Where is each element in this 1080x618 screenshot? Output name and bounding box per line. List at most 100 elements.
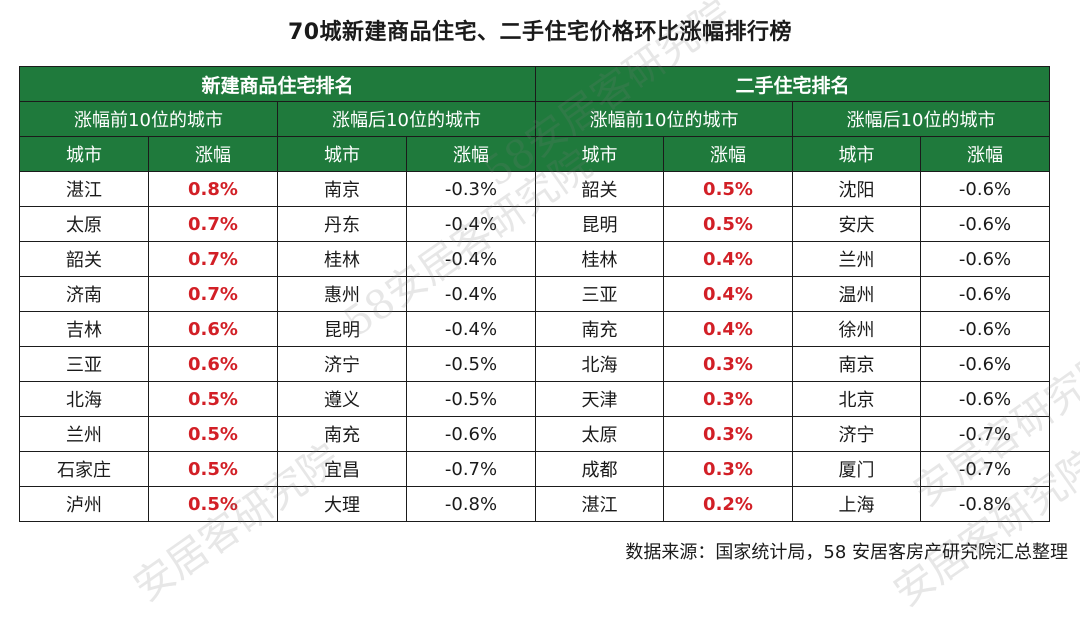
second-top-city: 成都 <box>535 451 665 487</box>
second-top-change: 0.4% <box>663 241 794 277</box>
new-top-change: 0.7% <box>148 241 278 277</box>
second-top-city: 桂林 <box>535 241 665 277</box>
second-bottom-city: 济宁 <box>792 416 922 452</box>
new-bottom-change: -0.6% <box>405 416 537 452</box>
ranking-table: 新建商品住宅排名 二手住宅排名 涨幅前10位的城市 涨幅后10位的城市 涨幅前1… <box>18 66 1051 522</box>
second-top-change: 0.2% <box>663 486 794 522</box>
new-bottom-change: -0.8% <box>405 486 537 522</box>
second-top-city: 三亚 <box>535 276 665 312</box>
second-top-city: 北海 <box>535 346 665 382</box>
new-top-change: 0.5% <box>148 451 278 487</box>
second-bottom-city: 北京 <box>792 381 922 417</box>
new-bottom-change: -0.4% <box>405 206 537 242</box>
column-header-change: 涨幅 <box>148 136 278 172</box>
table-row: 济南 0.7% 惠州 -0.4% 三亚 0.4% 温州 -0.6% <box>19 276 1051 312</box>
table-row: 太原 0.7% 丹东 -0.4% 昆明 0.5% 安庆 -0.6% <box>19 206 1051 242</box>
column-header-city: 城市 <box>792 136 922 172</box>
group-second-bottom10: 涨幅后10位的城市 <box>792 101 1051 137</box>
second-bottom-change: -0.7% <box>920 451 1051 487</box>
new-top-city: 湛江 <box>19 171 149 207</box>
second-bottom-change: -0.6% <box>920 311 1051 347</box>
new-top-change: 0.7% <box>148 276 278 312</box>
second-bottom-change: -0.6% <box>920 346 1051 382</box>
new-bottom-city: 大理 <box>277 486 407 522</box>
group-new-top10: 涨幅前10位的城市 <box>19 101 278 137</box>
new-bottom-city: 桂林 <box>277 241 407 277</box>
second-top-city: 湛江 <box>535 486 665 522</box>
column-header-change: 涨幅 <box>920 136 1051 172</box>
column-header-change: 涨幅 <box>405 136 537 172</box>
new-bottom-change: -0.7% <box>405 451 537 487</box>
column-header-city: 城市 <box>19 136 149 172</box>
new-bottom-city: 济宁 <box>277 346 407 382</box>
new-bottom-change: -0.3% <box>405 171 537 207</box>
second-bottom-change: -0.6% <box>920 381 1051 417</box>
column-header-change: 涨幅 <box>663 136 794 172</box>
second-bottom-city: 厦门 <box>792 451 922 487</box>
new-top-change: 0.5% <box>148 486 278 522</box>
second-top-city: 韶关 <box>535 171 665 207</box>
table-row: 三亚 0.6% 济宁 -0.5% 北海 0.3% 南京 -0.6% <box>19 346 1051 382</box>
second-bottom-change: -0.6% <box>920 171 1051 207</box>
second-top-change: 0.4% <box>663 311 794 347</box>
new-top-change: 0.5% <box>148 416 278 452</box>
new-bottom-city: 南充 <box>277 416 407 452</box>
new-top-city: 济南 <box>19 276 149 312</box>
group-second-top10: 涨幅前10位的城市 <box>535 101 794 137</box>
new-top-change: 0.8% <box>148 171 278 207</box>
new-top-city: 太原 <box>19 206 149 242</box>
data-source-note: 数据来源：国家统计局，58 安居客房产研究院汇总整理 <box>625 542 1068 563</box>
table-row: 兰州 0.5% 南充 -0.6% 太原 0.3% 济宁 -0.7% <box>19 416 1051 452</box>
section-new-homes: 新建商品住宅排名 <box>18 66 537 102</box>
second-top-change: 0.3% <box>663 346 794 382</box>
new-top-change: 0.5% <box>148 381 278 417</box>
new-bottom-change: -0.4% <box>405 311 537 347</box>
second-top-city: 昆明 <box>535 206 665 242</box>
second-bottom-change: -0.8% <box>920 486 1051 522</box>
new-bottom-city: 惠州 <box>277 276 407 312</box>
new-bottom-change: -0.5% <box>405 381 537 417</box>
new-top-city: 石家庄 <box>19 451 149 487</box>
second-bottom-city: 安庆 <box>792 206 922 242</box>
table-row: 湛江 0.8% 南京 -0.3% 韶关 0.5% 沈阳 -0.6% <box>19 171 1051 207</box>
second-top-change: 0.5% <box>663 206 794 242</box>
second-top-change: 0.3% <box>663 416 794 452</box>
second-top-change: 0.4% <box>663 276 794 312</box>
section-second-hand: 二手住宅排名 <box>535 66 1051 102</box>
new-top-city: 三亚 <box>19 346 149 382</box>
second-top-city: 南充 <box>535 311 665 347</box>
second-top-change: 0.5% <box>663 171 794 207</box>
new-top-city: 泸州 <box>19 486 149 522</box>
new-top-change: 0.6% <box>148 346 278 382</box>
second-top-city: 天津 <box>535 381 665 417</box>
new-bottom-change: -0.5% <box>405 346 537 382</box>
second-bottom-city: 上海 <box>792 486 922 522</box>
table-row: 北海 0.5% 遵义 -0.5% 天津 0.3% 北京 -0.6% <box>19 381 1051 417</box>
new-top-city: 吉林 <box>19 311 149 347</box>
second-bottom-city: 兰州 <box>792 241 922 277</box>
table-row: 泸州 0.5% 大理 -0.8% 湛江 0.2% 上海 -0.8% <box>19 486 1051 522</box>
new-bottom-change: -0.4% <box>405 276 537 312</box>
new-bottom-city: 昆明 <box>277 311 407 347</box>
table-row: 石家庄 0.5% 宜昌 -0.7% 成都 0.3% 厦门 -0.7% <box>19 451 1051 487</box>
second-bottom-change: -0.6% <box>920 241 1051 277</box>
new-bottom-city: 宜昌 <box>277 451 407 487</box>
second-bottom-change: -0.7% <box>920 416 1051 452</box>
second-bottom-city: 南京 <box>792 346 922 382</box>
new-bottom-city: 南京 <box>277 171 407 207</box>
new-bottom-change: -0.4% <box>405 241 537 277</box>
second-bottom-change: -0.6% <box>920 206 1051 242</box>
second-top-change: 0.3% <box>663 451 794 487</box>
table-row: 韶关 0.7% 桂林 -0.4% 桂林 0.4% 兰州 -0.6% <box>19 241 1051 277</box>
new-top-change: 0.7% <box>148 206 278 242</box>
new-top-city: 兰州 <box>19 416 149 452</box>
second-top-change: 0.3% <box>663 381 794 417</box>
column-header-city: 城市 <box>277 136 407 172</box>
page-title: 70城新建商品住宅、二手住宅价格环比涨幅排行榜 <box>287 20 793 45</box>
new-top-change: 0.6% <box>148 311 278 347</box>
second-bottom-city: 徐州 <box>792 311 922 347</box>
column-header-city: 城市 <box>535 136 665 172</box>
table-row: 吉林 0.6% 昆明 -0.4% 南充 0.4% 徐州 -0.6% <box>19 311 1051 347</box>
group-new-bottom10: 涨幅后10位的城市 <box>276 101 537 137</box>
new-top-city: 北海 <box>19 381 149 417</box>
